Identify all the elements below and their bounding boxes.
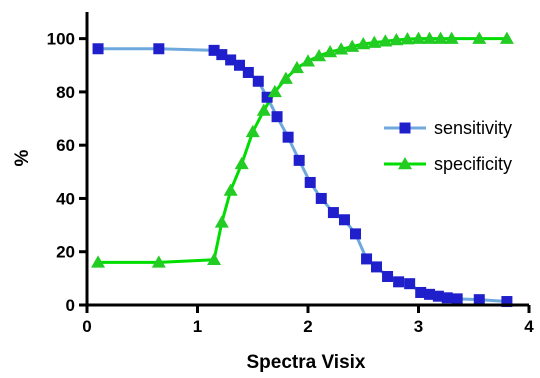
sensitivity-point: [404, 278, 416, 290]
sensitivity-point: [382, 270, 394, 282]
specificity-point: [289, 60, 304, 74]
sensitivity-point: [92, 43, 104, 55]
specificity-point: [245, 124, 260, 138]
specificity-point: [334, 42, 349, 55]
y-tick-label: 20: [56, 243, 75, 262]
sensitivity-point: [208, 44, 220, 56]
specificity-point: [278, 71, 293, 84]
specificity-point: [267, 84, 282, 98]
sensitivity-point: [441, 292, 453, 304]
specificity-point: [378, 34, 393, 47]
specificity-point: [444, 31, 459, 44]
sensitivity-point: [424, 288, 436, 300]
sensitivity-point: [233, 59, 245, 71]
sensitivity-point: [473, 294, 485, 306]
specificity-point: [312, 48, 327, 62]
legend-label-specificity: specificity: [434, 154, 512, 174]
specificity-point: [234, 156, 249, 170]
y-tick-label: 100: [47, 30, 75, 49]
x-tick-label: 2: [303, 317, 312, 336]
x-axis-title: Spectra Visix: [246, 352, 365, 373]
y-tick-label: 80: [56, 83, 75, 102]
sensitivity-point: [252, 75, 264, 87]
sensitivity-point: [304, 176, 316, 188]
sensitivity-point: [271, 111, 283, 123]
specificity-point: [400, 32, 415, 45]
specificity-point: [207, 252, 222, 265]
specificity-point: [433, 31, 448, 44]
x-tick-label: 3: [414, 317, 423, 336]
specificity-point: [214, 215, 229, 228]
specificity-point: [223, 183, 238, 196]
sensitivity-point: [415, 286, 427, 298]
sensitivity-point: [261, 91, 273, 103]
specificity-point: [411, 31, 426, 44]
specificity-point: [422, 31, 437, 44]
legend: sensitivity specificity: [384, 118, 512, 174]
sensitivity-point: [361, 253, 373, 265]
sensitivity-point: [315, 192, 327, 204]
specificity-point: [151, 255, 166, 268]
x-tick-label: 1: [193, 317, 202, 336]
specificity-point: [323, 44, 338, 58]
axes: [79, 12, 531, 313]
specificity-point: [345, 39, 360, 52]
specificity-point: [356, 36, 371, 50]
sensitivity-point: [350, 228, 362, 240]
specificity-point: [367, 35, 382, 48]
sensitivity-point: [216, 49, 228, 61]
sensitivity-point: [371, 261, 383, 273]
y-tick-label: 0: [66, 296, 75, 315]
legend-label-sensitivity: sensitivity: [434, 118, 512, 138]
specificity-point: [499, 31, 514, 44]
sensitivity-point: [393, 276, 405, 288]
legend-swatch-marker: [399, 122, 411, 134]
legend-swatch-marker: [398, 157, 412, 170]
specificity-point: [91, 255, 106, 268]
x-tick-label: 0: [82, 317, 91, 336]
specificity-point: [256, 103, 271, 116]
sensitivity-point: [501, 296, 513, 308]
sensitivity-point: [432, 290, 444, 302]
y-tick-label: 40: [56, 189, 75, 208]
y-tick-label: 60: [56, 136, 75, 155]
sensitivity-point: [282, 131, 294, 143]
sensitivity-point: [327, 207, 339, 219]
sensitivity-point: [153, 43, 165, 55]
sensitivity-point: [451, 293, 463, 305]
series-markers: [91, 31, 514, 308]
sensitivity-point: [242, 66, 254, 78]
sensitivity-point: [293, 154, 305, 166]
specificity-point: [472, 31, 487, 44]
x-tick-label: 4: [524, 317, 534, 336]
y-axis-title: %: [12, 149, 33, 166]
specificity-point: [301, 54, 315, 67]
sensitivity-point: [225, 54, 237, 66]
sensitivity-point: [338, 214, 350, 226]
specificity-point: [389, 32, 404, 46]
